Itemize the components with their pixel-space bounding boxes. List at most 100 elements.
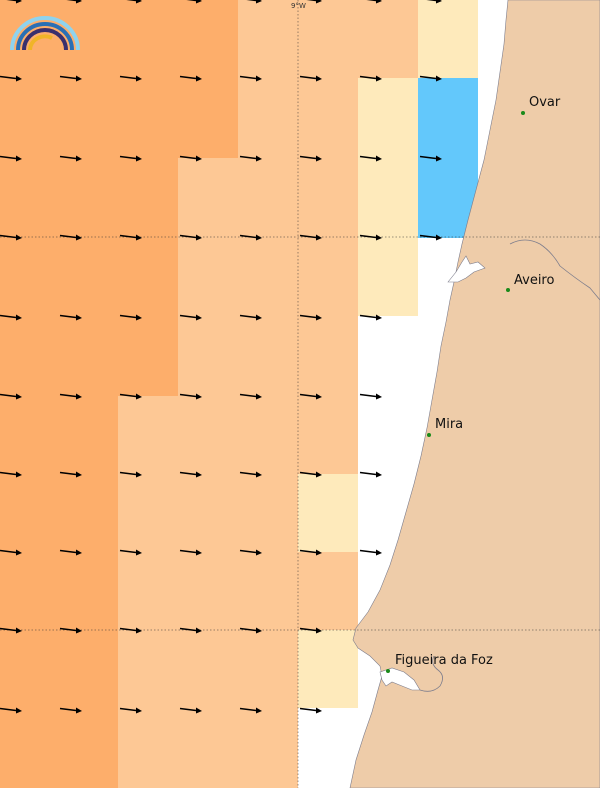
wind-arrow-icon bbox=[316, 707, 322, 714]
wind-arrow-shaft bbox=[59, 393, 77, 398]
wind-arrow-icon bbox=[76, 234, 82, 241]
city-label: Ovar bbox=[529, 95, 561, 110]
wind-arrow-shaft bbox=[239, 549, 257, 554]
city-mira[interactable]: Mira bbox=[427, 417, 463, 437]
wind-arrow-shaft bbox=[179, 707, 197, 712]
wind-arrow-shaft bbox=[0, 471, 17, 476]
wind-arrow-shaft bbox=[119, 471, 137, 476]
wind-arrow-icon bbox=[136, 0, 142, 4]
wind-arrow-icon bbox=[196, 234, 202, 241]
wind-arrow-shaft bbox=[239, 707, 257, 712]
wind-arrow-icon bbox=[256, 155, 262, 162]
wind-arrow-shaft bbox=[179, 393, 197, 398]
cell-light-1 bbox=[418, 0, 478, 78]
wind-arrow-icon bbox=[376, 234, 382, 241]
cell-light-3 bbox=[298, 474, 358, 552]
wind-arrow-shaft bbox=[299, 549, 317, 554]
city-dot bbox=[386, 669, 390, 673]
city-label: Mira bbox=[435, 417, 463, 432]
wind-arrow-icon bbox=[136, 314, 142, 321]
wind-arrow-icon bbox=[136, 627, 142, 634]
wind-arrow-icon bbox=[76, 627, 82, 634]
city-figueira-da-foz[interactable]: Figueira da Foz bbox=[386, 653, 493, 673]
wind-arrow-icon bbox=[76, 155, 82, 162]
wind-arrow-icon bbox=[196, 393, 202, 400]
wind-arrow-shaft bbox=[359, 393, 377, 398]
wind-arrow-shaft bbox=[239, 393, 257, 398]
cell-light-2 bbox=[358, 78, 418, 316]
wind-arrow-icon bbox=[256, 393, 262, 400]
wind-arrow-shaft bbox=[0, 393, 17, 398]
wind-arrow-shaft bbox=[359, 314, 377, 319]
wind-arrow-shaft bbox=[119, 549, 137, 554]
wind-arrow-icon bbox=[316, 155, 322, 162]
wind-arrow-icon bbox=[16, 471, 22, 478]
wind-arrow-icon bbox=[256, 234, 262, 241]
wind-arrow-icon bbox=[196, 707, 202, 714]
wind-arrow-shaft bbox=[126, 0, 137, 2]
meridian-label: 9°W bbox=[291, 2, 306, 10]
wind-arrow-shaft bbox=[426, 0, 437, 2]
wind-arrow-icon bbox=[76, 393, 82, 400]
land-mass bbox=[349, 0, 600, 788]
wind-arrow-shaft bbox=[306, 0, 317, 2]
city-dot bbox=[521, 111, 525, 115]
wind-arrow-shaft bbox=[299, 627, 317, 632]
wind-arrow-shaft bbox=[59, 707, 77, 712]
city-aveiro[interactable]: Aveiro bbox=[506, 273, 554, 292]
wind-arrow-icon bbox=[136, 549, 142, 556]
wind-arrow-shaft bbox=[0, 155, 17, 160]
wind-arrow-icon bbox=[316, 627, 322, 634]
wind-arrow-shaft bbox=[179, 471, 197, 476]
wind-arrow-shaft bbox=[299, 707, 317, 712]
wind-arrow-shaft bbox=[419, 155, 437, 160]
wind-arrow-shaft bbox=[359, 75, 377, 80]
wind-arrow-shaft bbox=[179, 234, 197, 239]
wind-arrow-shaft bbox=[179, 155, 197, 160]
wind-arrow-shaft bbox=[179, 75, 197, 80]
wind-arrow-icon bbox=[16, 75, 22, 82]
wind-arrow-shaft bbox=[0, 707, 17, 712]
wind-arrow-icon bbox=[16, 314, 22, 321]
wind-arrow-shaft bbox=[179, 627, 197, 632]
wind-arrow-shaft bbox=[119, 234, 137, 239]
wind-arrow-icon bbox=[136, 155, 142, 162]
city-dot bbox=[506, 288, 510, 292]
wind-arrow-icon bbox=[16, 234, 22, 241]
wind-arrow-shaft bbox=[239, 314, 257, 319]
wind-arrow-icon bbox=[256, 627, 262, 634]
wind-arrow-shaft bbox=[419, 75, 437, 80]
wind-arrow-icon bbox=[256, 707, 262, 714]
wind-arrow-icon bbox=[196, 314, 202, 321]
wind-arrow-shaft bbox=[299, 75, 317, 80]
wind-arrow-icon bbox=[16, 627, 22, 634]
wind-arrow-icon bbox=[376, 314, 382, 321]
city-label: Aveiro bbox=[514, 273, 554, 288]
wind-arrow-icon bbox=[16, 155, 22, 162]
wind-arrow-icon bbox=[376, 393, 382, 400]
wind-arrow-icon bbox=[376, 549, 382, 556]
wind-arrow-shaft bbox=[6, 0, 17, 2]
wind-arrow-icon bbox=[16, 549, 22, 556]
cell-zone-dark bbox=[0, 0, 238, 788]
wind-arrow-shaft bbox=[0, 234, 17, 239]
wind-arrow-icon bbox=[256, 0, 262, 4]
wind-arrow-shaft bbox=[299, 234, 317, 239]
wind-arrow-shaft bbox=[0, 549, 17, 554]
wind-arrow-icon bbox=[16, 0, 22, 4]
wind-arrow-shaft bbox=[59, 549, 77, 554]
city-label: Figueira da Foz bbox=[395, 653, 493, 668]
wind-arrow-icon bbox=[316, 75, 322, 82]
wind-arrow-icon bbox=[76, 314, 82, 321]
city-ovar[interactable]: Ovar bbox=[521, 95, 561, 115]
cell-zone-medium bbox=[118, 0, 418, 788]
wind-arrow-shaft bbox=[179, 314, 197, 319]
wind-arrow-icon bbox=[136, 234, 142, 241]
wind-arrow-icon bbox=[16, 393, 22, 400]
wind-arrow-icon bbox=[256, 314, 262, 321]
wind-arrow-shaft bbox=[299, 155, 317, 160]
wind-arrow-icon bbox=[76, 75, 82, 82]
mondego-estuary bbox=[379, 667, 421, 691]
wind-arrow-shaft bbox=[0, 75, 17, 80]
